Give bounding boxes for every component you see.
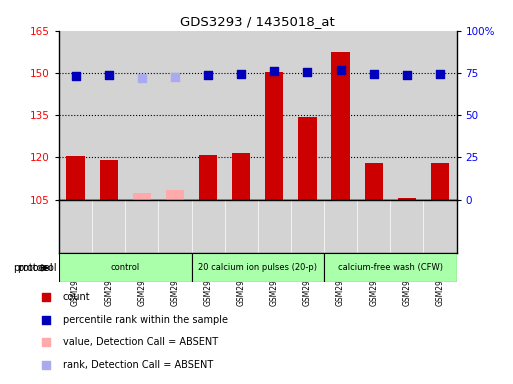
Point [42, 317, 50, 323]
Point [42, 294, 50, 300]
Point [237, 71, 245, 77]
Bar [299, 117, 317, 200]
Bar [265, 71, 284, 200]
Bar [331, 52, 350, 200]
Bar [199, 155, 217, 200]
Bar [59, 253, 191, 282]
Text: value, Detection Call = ABSENT: value, Detection Call = ABSENT [63, 338, 218, 348]
Bar [431, 163, 449, 200]
Bar [67, 156, 85, 200]
Text: protocol: protocol [17, 263, 57, 273]
Point [204, 73, 212, 79]
Bar [324, 253, 457, 282]
Point [171, 74, 179, 80]
Text: rank, Detection Call = ABSENT: rank, Detection Call = ABSENT [63, 360, 213, 370]
Text: control: control [111, 263, 140, 272]
Title: GDS3293 / 1435018_at: GDS3293 / 1435018_at [181, 15, 335, 28]
Point [337, 67, 345, 73]
Bar [191, 253, 324, 282]
Bar [133, 193, 151, 200]
Bar [365, 163, 383, 200]
Point [137, 75, 146, 81]
Point [71, 73, 80, 79]
Point [105, 73, 113, 79]
Point [42, 339, 50, 346]
Point [370, 71, 378, 77]
Point [303, 69, 311, 75]
Point [436, 71, 444, 77]
Bar [232, 153, 250, 200]
Text: protocol: protocol [13, 263, 52, 273]
Bar [166, 190, 184, 200]
Point [42, 362, 50, 368]
Bar [100, 160, 118, 200]
Text: calcium-free wash (CFW): calcium-free wash (CFW) [338, 263, 443, 272]
Text: percentile rank within the sample: percentile rank within the sample [63, 315, 228, 325]
Text: 20 calcium ion pulses (20-p): 20 calcium ion pulses (20-p) [199, 263, 317, 272]
Point [403, 71, 411, 78]
Text: count: count [63, 292, 91, 302]
Bar [398, 198, 416, 200]
Point [270, 68, 279, 74]
